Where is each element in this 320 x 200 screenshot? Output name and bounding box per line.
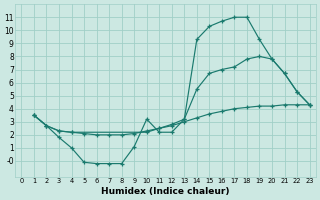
X-axis label: Humidex (Indice chaleur): Humidex (Indice chaleur) xyxy=(101,187,230,196)
